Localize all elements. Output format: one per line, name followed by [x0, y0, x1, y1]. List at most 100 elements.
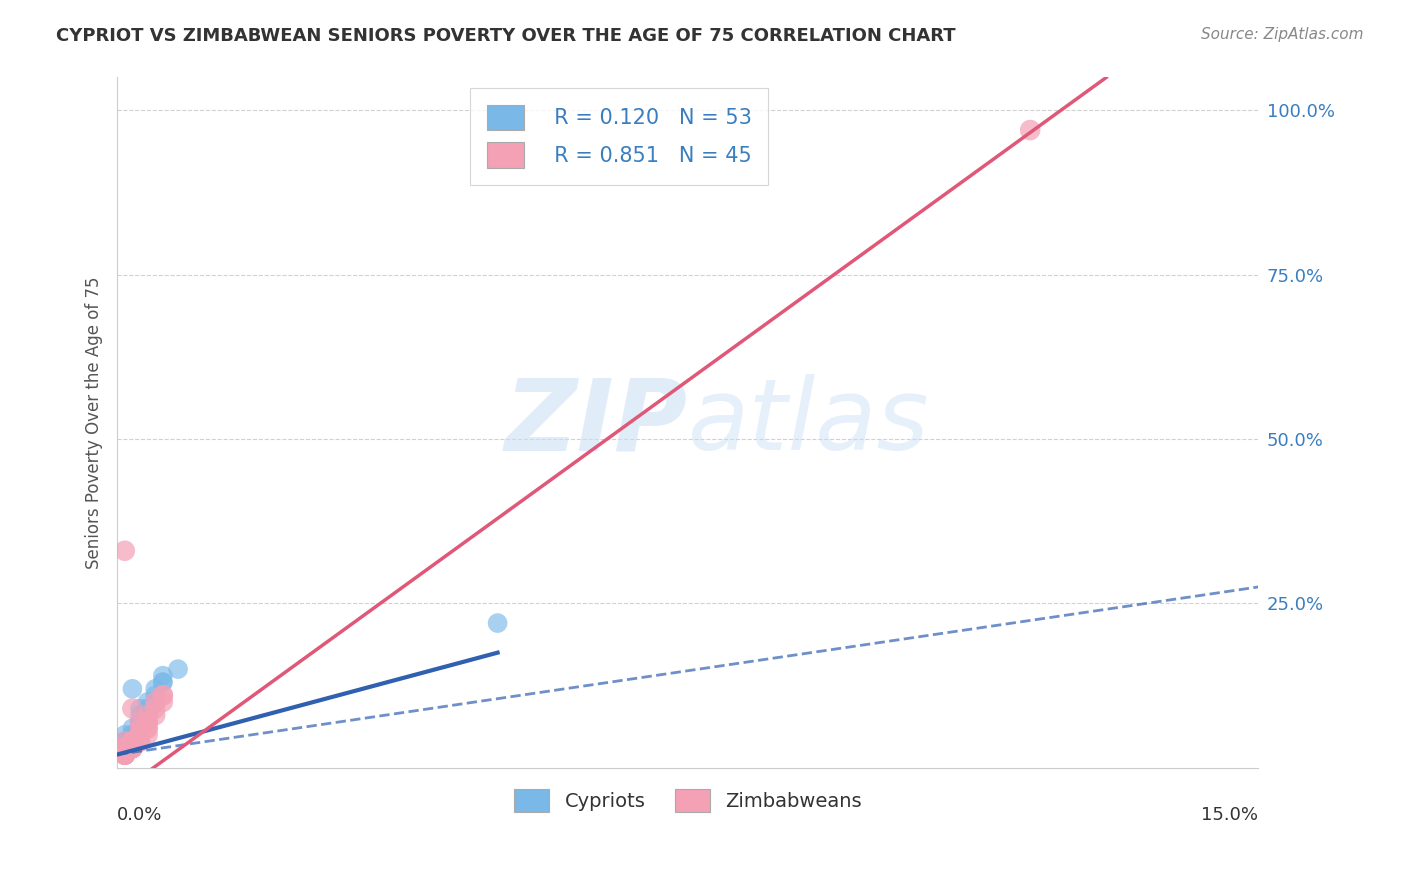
Point — [129, 728, 152, 742]
Point — [121, 681, 143, 696]
Point — [114, 747, 136, 762]
Text: CYPRIOT VS ZIMBABWEAN SENIORS POVERTY OVER THE AGE OF 75 CORRELATION CHART: CYPRIOT VS ZIMBABWEAN SENIORS POVERTY OV… — [56, 27, 956, 45]
Point — [121, 741, 143, 756]
Point — [136, 708, 159, 723]
Point — [152, 675, 174, 690]
Point — [114, 741, 136, 756]
Point — [152, 695, 174, 709]
Point — [136, 708, 159, 723]
Point — [136, 728, 159, 742]
Point — [121, 728, 143, 742]
Point — [129, 721, 152, 735]
Point — [136, 714, 159, 729]
Point — [129, 734, 152, 748]
Point — [121, 734, 143, 748]
Y-axis label: Seniors Poverty Over the Age of 75: Seniors Poverty Over the Age of 75 — [86, 277, 103, 569]
Point — [121, 734, 143, 748]
Point — [114, 747, 136, 762]
Point — [114, 747, 136, 762]
Point — [129, 714, 152, 729]
Text: atlas: atlas — [688, 374, 929, 471]
Point — [129, 701, 152, 715]
Point — [152, 689, 174, 703]
Text: 15.0%: 15.0% — [1201, 805, 1258, 823]
Point — [121, 741, 143, 756]
Point — [114, 747, 136, 762]
Point — [121, 741, 143, 756]
Point — [1019, 123, 1042, 137]
Legend: Cypriots, Zimbabweans: Cypriots, Zimbabweans — [506, 780, 869, 820]
Point — [114, 747, 136, 762]
Point — [143, 695, 166, 709]
Point — [114, 734, 136, 748]
Point — [129, 728, 152, 742]
Point — [129, 734, 152, 748]
Point — [121, 734, 143, 748]
Point — [121, 728, 143, 742]
Point — [136, 714, 159, 729]
Point — [167, 662, 190, 676]
Point — [114, 728, 136, 742]
Point — [114, 747, 136, 762]
Point — [114, 747, 136, 762]
Point — [114, 747, 136, 762]
Point — [143, 695, 166, 709]
Point — [143, 701, 166, 715]
Text: 0.0%: 0.0% — [117, 805, 163, 823]
Point — [114, 747, 136, 762]
Point — [121, 734, 143, 748]
Point — [114, 734, 136, 748]
Point — [152, 675, 174, 690]
Point — [114, 747, 136, 762]
Point — [114, 747, 136, 762]
Point — [129, 721, 152, 735]
Point — [121, 734, 143, 748]
Point — [136, 714, 159, 729]
Point — [121, 741, 143, 756]
Point — [136, 695, 159, 709]
Point — [121, 734, 143, 748]
Point — [114, 747, 136, 762]
Point — [121, 734, 143, 748]
Point — [136, 721, 159, 735]
Point — [114, 734, 136, 748]
Point — [114, 747, 136, 762]
Point — [114, 741, 136, 756]
Point — [121, 741, 143, 756]
Point — [121, 734, 143, 748]
Point — [129, 728, 152, 742]
Point — [143, 681, 166, 696]
Point — [136, 708, 159, 723]
Point — [486, 616, 509, 631]
Point — [152, 668, 174, 682]
Point — [114, 747, 136, 762]
Point — [129, 721, 152, 735]
Point — [121, 701, 143, 715]
Point — [114, 741, 136, 756]
Point — [136, 721, 159, 735]
Point — [129, 714, 152, 729]
Point — [143, 689, 166, 703]
Point — [121, 728, 143, 742]
Point — [114, 741, 136, 756]
Point — [129, 714, 152, 729]
Point — [114, 747, 136, 762]
Point — [114, 747, 136, 762]
Point — [129, 721, 152, 735]
Text: ZIP: ZIP — [505, 374, 688, 471]
Point — [143, 708, 166, 723]
Point — [114, 741, 136, 756]
Point — [136, 701, 159, 715]
Point — [129, 728, 152, 742]
Point — [152, 689, 174, 703]
Point — [121, 734, 143, 748]
Point — [121, 741, 143, 756]
Text: Source: ZipAtlas.com: Source: ZipAtlas.com — [1201, 27, 1364, 42]
Point — [129, 721, 152, 735]
Point — [114, 747, 136, 762]
Point — [121, 721, 143, 735]
Point — [114, 543, 136, 558]
Point — [136, 701, 159, 715]
Point — [129, 721, 152, 735]
Point — [129, 708, 152, 723]
